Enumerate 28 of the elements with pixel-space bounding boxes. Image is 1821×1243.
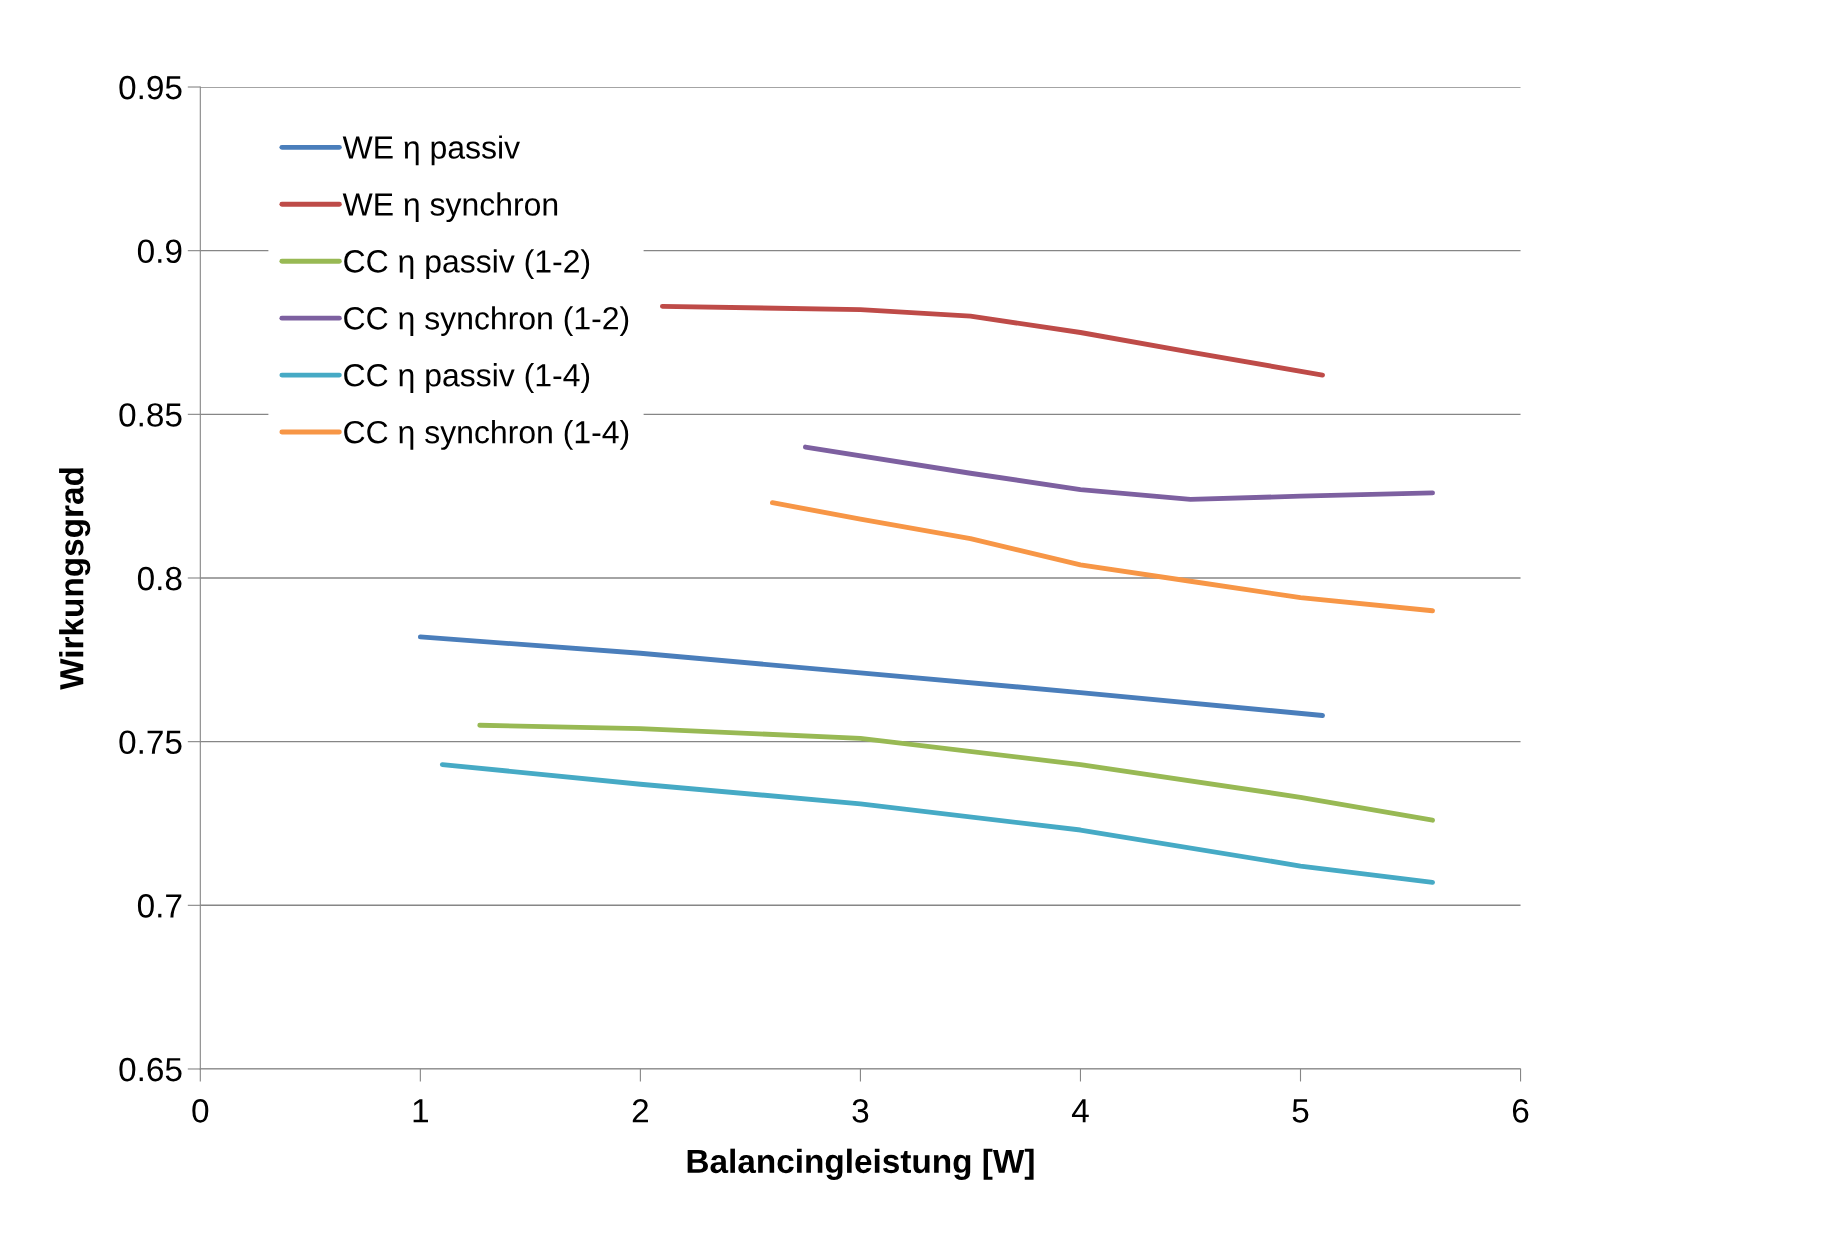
line-series (802, 444, 1435, 502)
x-axis-title: Balancingleistung [W] (687, 1148, 1034, 1180)
x-tick-label: 0 (192, 1099, 209, 1123)
line-series (439, 762, 1435, 885)
y-tick-label: 0.95 (119, 75, 182, 100)
y-tick-label: 0.65 (119, 1057, 182, 1082)
line-series (417, 634, 1325, 718)
line-series (769, 500, 1435, 614)
y-axis-title: Wirkungsgrad (59, 468, 91, 690)
line-series (659, 303, 1325, 378)
legend-label: CC η synchron (1-2) (344, 306, 629, 336)
legend-label: CC η synchron (1-4) (344, 420, 629, 450)
y-tick-label: 0.8 (137, 566, 182, 591)
x-tick-label: 5 (1292, 1099, 1309, 1123)
legend-label: WE η passiv (342, 135, 520, 166)
line-series (477, 722, 1435, 823)
y-tick-label: 0.9 (137, 239, 182, 264)
x-tick-label: 4 (1071, 1099, 1089, 1123)
y-tick-label: 0.85 (119, 403, 182, 427)
legend-label: CC η passiv (1-2) (344, 249, 590, 280)
x-tick-label: 2 (632, 1099, 648, 1123)
x-tick-label: 1 (413, 1099, 428, 1123)
legend-label: WE η synchron (342, 192, 558, 223)
legend-label: CC η passiv (1-4) (344, 363, 590, 393)
y-tick-label: 0.75 (119, 730, 182, 755)
y-tick-label: 0.7 (137, 894, 182, 918)
x-tick-label: 3 (852, 1099, 869, 1123)
x-tick-label: 6 (1512, 1099, 1529, 1123)
